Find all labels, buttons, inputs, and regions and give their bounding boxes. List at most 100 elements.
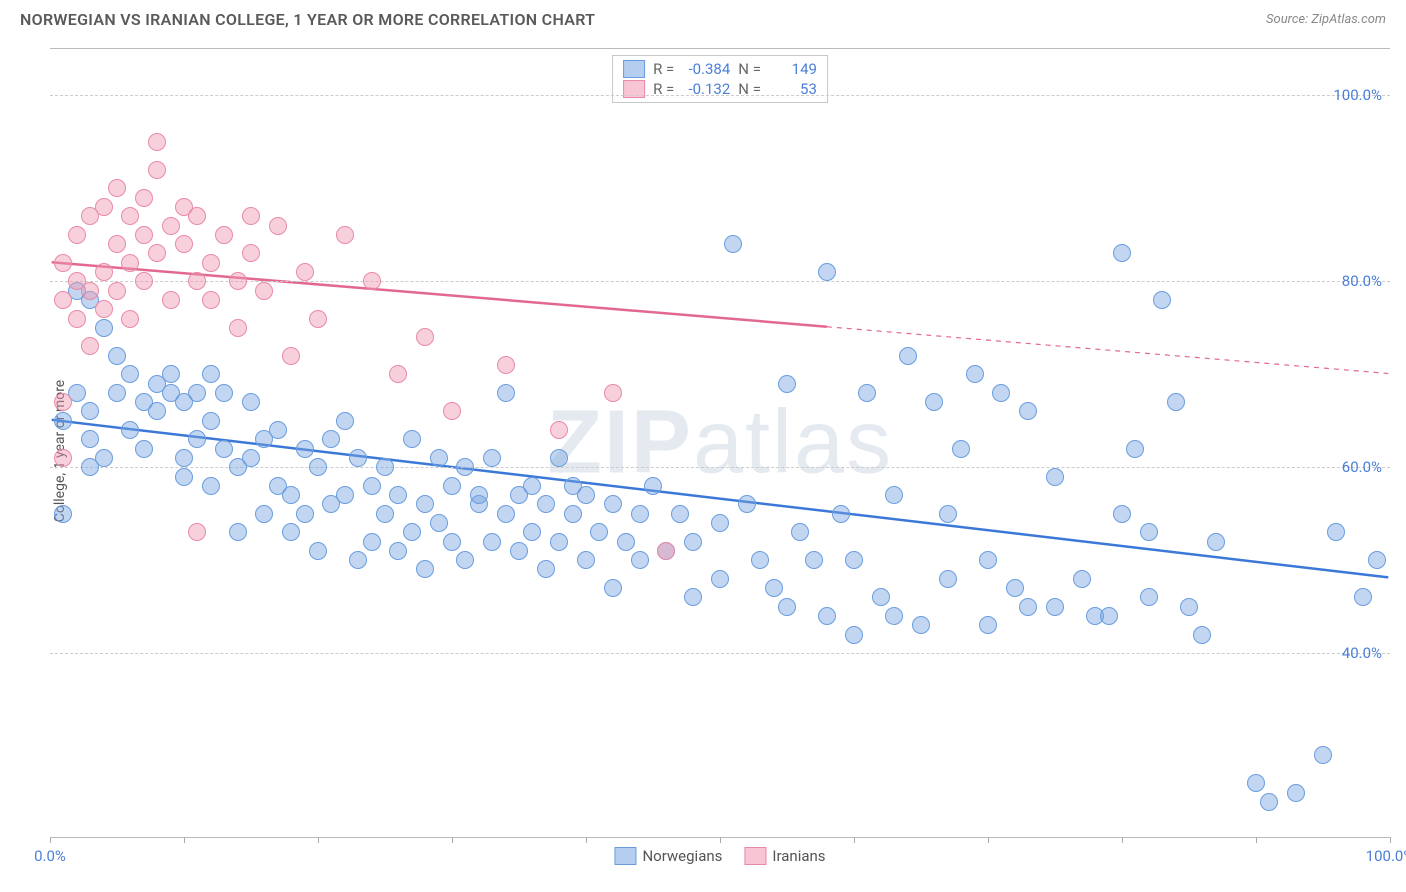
scatter-point bbox=[202, 291, 220, 309]
scatter-point bbox=[108, 179, 126, 197]
scatter-point bbox=[54, 449, 72, 467]
scatter-point bbox=[564, 505, 582, 523]
scatter-point bbox=[135, 226, 153, 244]
watermark: ZIPatlas bbox=[547, 392, 893, 495]
scatter-point bbox=[805, 551, 823, 569]
scatter-point bbox=[483, 533, 501, 551]
scatter-point bbox=[81, 430, 99, 448]
chart-plot-area: College, 1 year or more ZIPatlas R =-0.3… bbox=[50, 48, 1390, 838]
x-tick bbox=[1390, 837, 1391, 843]
scatter-point bbox=[1167, 393, 1185, 411]
scatter-point bbox=[95, 300, 113, 318]
scatter-point bbox=[979, 551, 997, 569]
scatter-point bbox=[899, 347, 917, 365]
scatter-point bbox=[992, 384, 1010, 402]
scatter-point bbox=[81, 402, 99, 420]
gridline bbox=[50, 653, 1390, 654]
x-tick-label: 100.0% bbox=[1366, 847, 1406, 865]
scatter-point bbox=[1126, 440, 1144, 458]
scatter-point bbox=[1314, 746, 1332, 764]
scatter-point bbox=[791, 523, 809, 541]
x-tick bbox=[452, 837, 453, 843]
scatter-point bbox=[336, 226, 354, 244]
x-tick bbox=[1256, 837, 1257, 843]
chart-title: NORWEGIAN VS IRANIAN COLLEGE, 1 YEAR OR … bbox=[20, 10, 595, 29]
scatter-point bbox=[1153, 291, 1171, 309]
scatter-point bbox=[925, 393, 943, 411]
scatter-point bbox=[296, 505, 314, 523]
scatter-point bbox=[242, 244, 260, 262]
scatter-point bbox=[95, 319, 113, 337]
scatter-point bbox=[95, 449, 113, 467]
scatter-point bbox=[631, 505, 649, 523]
x-tick bbox=[318, 837, 319, 843]
scatter-point bbox=[162, 291, 180, 309]
legend-swatch bbox=[614, 847, 636, 865]
scatter-point bbox=[336, 412, 354, 430]
scatter-point bbox=[1354, 588, 1372, 606]
scatter-point bbox=[644, 477, 662, 495]
scatter-point bbox=[510, 542, 528, 560]
scatter-point bbox=[363, 272, 381, 290]
scatter-point bbox=[604, 579, 622, 597]
scatter-point bbox=[1100, 607, 1118, 625]
scatter-point bbox=[778, 375, 796, 393]
scatter-point bbox=[952, 440, 970, 458]
x-tick-label: 0.0% bbox=[34, 847, 66, 865]
scatter-point bbox=[1180, 598, 1198, 616]
scatter-point bbox=[497, 356, 515, 374]
scatter-point bbox=[121, 421, 139, 439]
scatter-point bbox=[577, 486, 595, 504]
scatter-point bbox=[523, 523, 541, 541]
scatter-point bbox=[416, 328, 434, 346]
scatter-point bbox=[1327, 523, 1345, 541]
scatter-point bbox=[54, 505, 72, 523]
scatter-point bbox=[872, 588, 890, 606]
scatter-point bbox=[282, 347, 300, 365]
scatter-point bbox=[188, 523, 206, 541]
scatter-point bbox=[269, 217, 287, 235]
trend-lines-svg bbox=[50, 49, 1390, 837]
y-tick-label: 100.0% bbox=[1333, 86, 1382, 104]
scatter-point bbox=[818, 607, 836, 625]
scatter-point bbox=[671, 505, 689, 523]
scatter-point bbox=[631, 551, 649, 569]
scatter-point bbox=[229, 523, 247, 541]
scatter-point bbox=[336, 486, 354, 504]
scatter-point bbox=[456, 551, 474, 569]
scatter-point bbox=[1207, 533, 1225, 551]
scatter-point bbox=[939, 570, 957, 588]
scatter-point bbox=[537, 560, 555, 578]
scatter-point bbox=[202, 477, 220, 495]
scatter-point bbox=[832, 505, 850, 523]
scatter-point bbox=[389, 365, 407, 383]
scatter-point bbox=[738, 495, 756, 513]
scatter-point bbox=[108, 384, 126, 402]
series-legend: Norwegians Iranians bbox=[614, 847, 825, 865]
legend-label: Norwegians bbox=[642, 847, 722, 865]
scatter-point bbox=[604, 384, 622, 402]
scatter-point bbox=[242, 449, 260, 467]
scatter-point bbox=[121, 254, 139, 272]
scatter-point bbox=[845, 626, 863, 644]
scatter-point bbox=[162, 365, 180, 383]
scatter-point bbox=[483, 449, 501, 467]
legend-item: Norwegians bbox=[614, 847, 722, 865]
scatter-point bbox=[416, 495, 434, 513]
scatter-point bbox=[389, 542, 407, 560]
scatter-point bbox=[657, 542, 675, 560]
scatter-point bbox=[497, 505, 515, 523]
legend-label: Iranians bbox=[772, 847, 825, 865]
scatter-point bbox=[188, 384, 206, 402]
gridline bbox=[50, 281, 1390, 282]
scatter-point bbox=[430, 514, 448, 532]
x-tick bbox=[854, 837, 855, 843]
scatter-point bbox=[711, 570, 729, 588]
scatter-point bbox=[54, 412, 72, 430]
x-tick bbox=[720, 837, 721, 843]
scatter-point bbox=[376, 505, 394, 523]
scatter-point bbox=[255, 282, 273, 300]
scatter-point bbox=[162, 217, 180, 235]
scatter-point bbox=[885, 486, 903, 504]
scatter-point bbox=[939, 505, 957, 523]
